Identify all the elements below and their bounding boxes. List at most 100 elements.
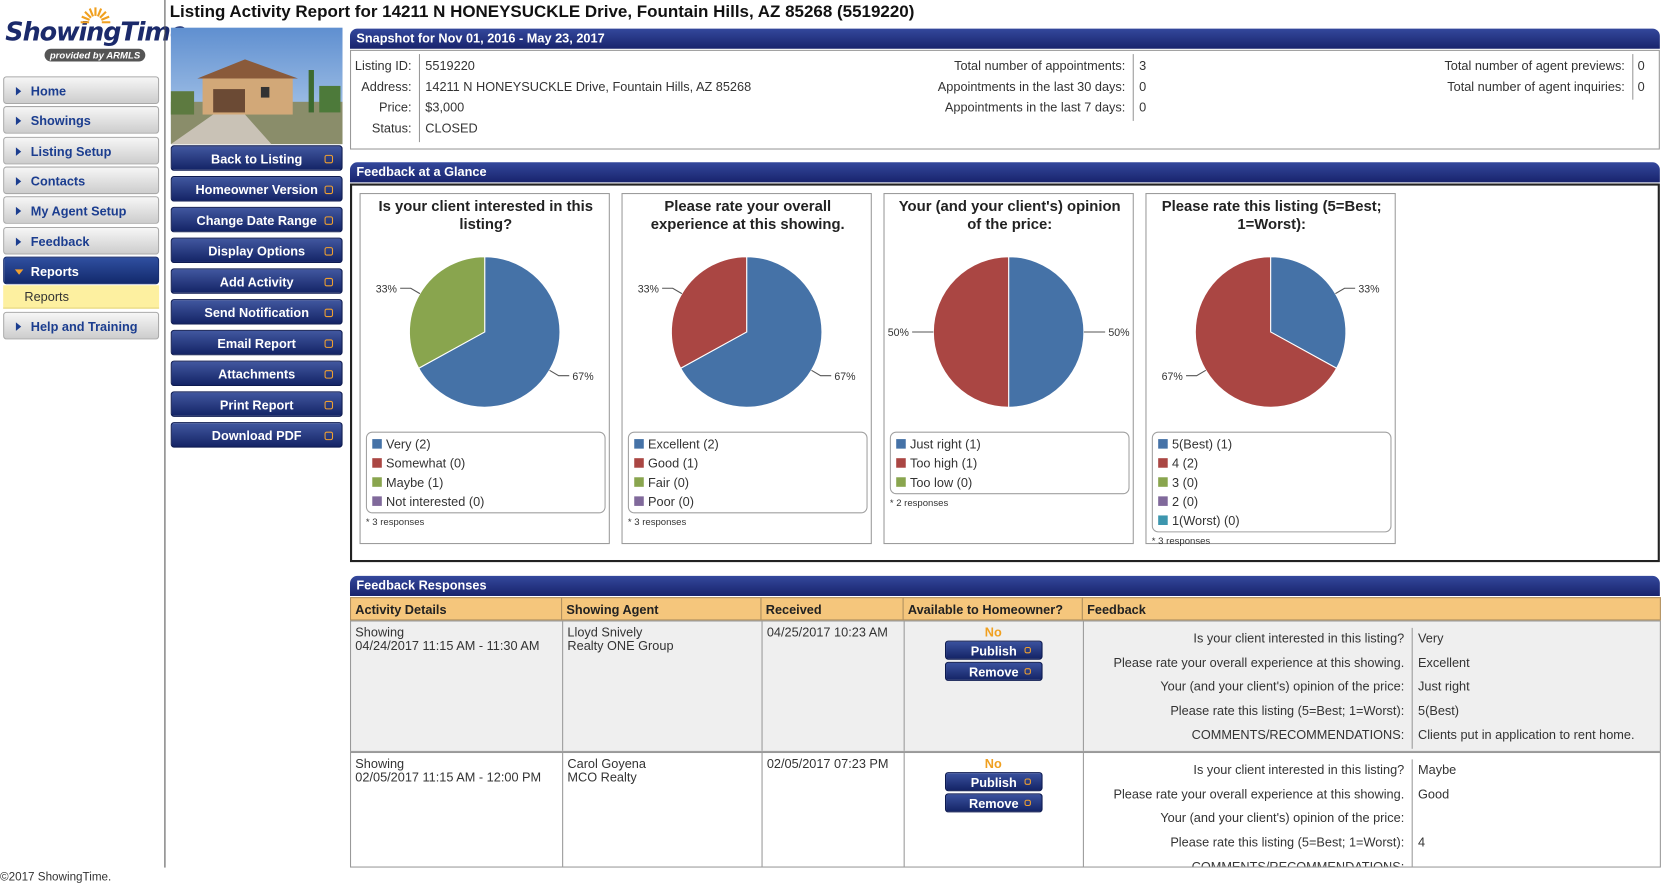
feedback-question: Please rate this listing (5=Best; 1=Wors… <box>1170 703 1405 719</box>
slice-label: 67% <box>572 371 594 383</box>
chart-box: Your (and your client's) opinion of the … <box>883 193 1134 545</box>
row-button[interactable]: Publish <box>944 772 1043 792</box>
nav-item[interactable]: Contacts <box>3 166 160 194</box>
column-header: Received <box>760 597 904 621</box>
cell-text: 04/24/2017 11:15 AM - 11:30 AM <box>355 638 540 654</box>
nav-subitem[interactable]: Reports <box>3 284 160 309</box>
chart-box: Please rate your overall experience at t… <box>621 193 872 545</box>
cell-border <box>1082 621 1084 751</box>
panel-header: Feedback at a Glance <box>349 162 1660 183</box>
field-value: 5519220 <box>425 58 475 74</box>
field-label: Status: <box>371 121 412 136</box>
legend-swatch <box>372 439 382 449</box>
legend-item: Very (2) <box>372 435 431 454</box>
legend-item: Just right (1) <box>896 435 981 454</box>
glance-panel <box>349 183 1660 563</box>
legend-item: Excellent (2) <box>634 435 719 454</box>
row-button[interactable]: Publish <box>944 640 1043 660</box>
field-value: 0 <box>1139 100 1147 115</box>
legend-swatch <box>1158 439 1168 449</box>
field-value: $3,000 <box>425 100 465 115</box>
legend-item: Too high (1) <box>896 454 977 473</box>
action-button[interactable]: Add Activity <box>170 268 343 294</box>
action-button[interactable]: Change Date Range <box>170 206 343 233</box>
button-icon <box>1024 799 1031 807</box>
nav-arrow <box>15 146 22 156</box>
button-icon <box>324 339 334 348</box>
legend-item: Somewhat (0) <box>372 454 465 473</box>
chart-note: * 3 responses <box>1151 535 1211 547</box>
logo: ShowingTime <box>5 16 187 47</box>
legend-item: 5(Best) (1) <box>1158 435 1232 454</box>
chart-box: Is your client interested in this listin… <box>359 193 610 545</box>
nav-item[interactable]: Feedback <box>3 226 160 255</box>
cell-text: Lloyd Snively <box>567 624 643 640</box>
nav-item[interactable]: Showings <box>3 106 160 134</box>
feedback-answer: Clients put in application to rent home. <box>1418 727 1635 743</box>
field-label: Listing ID: <box>354 58 412 74</box>
sun-ray <box>99 11 107 19</box>
action-button[interactable]: Download PDF <box>170 422 343 448</box>
action-button[interactable]: Attachments <box>170 360 343 387</box>
cell-text: Carol Goyena <box>567 756 646 772</box>
legend-item: Not interested (0) <box>372 492 484 511</box>
field-divider <box>1632 54 1634 101</box>
cell-text: MCO Realty <box>567 769 637 785</box>
action-button[interactable]: Display Options <box>170 237 343 264</box>
feedback-question: Is your client interested in this listin… <box>1193 631 1405 646</box>
field-value: 0 <box>1637 58 1645 74</box>
column-header: Activity Details <box>349 597 563 621</box>
legend-swatch <box>372 458 382 468</box>
cell-border <box>903 753 905 867</box>
legend-swatch <box>896 477 906 487</box>
button-icon <box>1024 668 1031 675</box>
nav-arrow <box>15 207 22 216</box>
nav-item[interactable]: Listing Setup <box>3 136 160 164</box>
sun-ray <box>96 8 103 17</box>
row-button[interactable]: Remove <box>944 793 1043 813</box>
button-icon <box>324 154 334 164</box>
button-icon <box>324 308 334 318</box>
nav-item[interactable]: Help and Training <box>3 311 160 340</box>
pie-slice <box>679 256 823 408</box>
row-button[interactable]: Remove <box>944 661 1043 681</box>
action-button[interactable]: Send Notification <box>170 299 343 325</box>
cell-border <box>562 621 564 751</box>
button-icon <box>324 185 334 195</box>
field-value: 14211 N HONEYSUCKLE Drive, Fountain Hill… <box>425 79 752 95</box>
button-icon <box>324 216 334 225</box>
legend-swatch <box>896 439 906 449</box>
leader-line <box>1335 287 1356 295</box>
action-button[interactable]: Email Report <box>170 329 343 356</box>
nav-item[interactable]: Home <box>3 76 160 104</box>
field-value: 3 <box>1139 58 1147 74</box>
slice-label: 33% <box>638 283 660 295</box>
feedback-question: COMMENTS/RECOMMENDATIONS: <box>1191 858 1405 868</box>
legend-item: Fair (0) <box>634 473 689 492</box>
chart-note: * 2 responses <box>889 497 949 509</box>
field-divider <box>1132 54 1134 122</box>
footer: ©2017 ShowingTime. <box>0 870 112 884</box>
legend-item: 2 (0) <box>1158 492 1198 511</box>
cell-text: 02/05/2017 07:23 PM <box>766 756 889 772</box>
button-icon <box>324 247 334 256</box>
leader-line <box>1186 369 1207 377</box>
button-icon <box>1024 646 1031 654</box>
cell-border <box>562 753 564 867</box>
nav-item[interactable]: My Agent Setup <box>3 196 160 224</box>
cell-border <box>761 753 763 867</box>
cell-text: 02/05/2017 11:15 AM - 12:00 PM <box>355 769 542 785</box>
pie-chart: 50% 50% <box>888 256 1130 408</box>
panel-header: Feedback Responses <box>349 575 1660 597</box>
action-button[interactable]: Print Report <box>170 391 343 417</box>
feedback-answer: Maybe <box>1418 762 1457 778</box>
photo-shape <box>308 69 314 113</box>
cell-text: Showing <box>355 756 405 772</box>
qa-divider <box>1411 759 1413 867</box>
logo-provider: provided by ARMLS <box>44 48 146 62</box>
action-button[interactable]: Homeowner Version <box>170 176 343 202</box>
field-label: Appointments in the last 7 days: <box>944 100 1126 115</box>
nav-item[interactable]: Reports <box>3 256 160 285</box>
action-button[interactable]: Back to Listing <box>170 145 343 171</box>
nav-arrow <box>15 116 22 126</box>
